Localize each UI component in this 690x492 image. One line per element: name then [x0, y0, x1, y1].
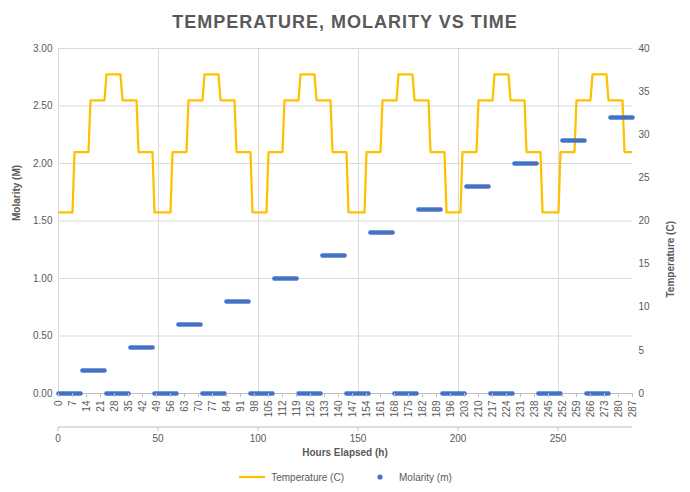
svg-text:175: 175 — [403, 400, 414, 417]
svg-text:154: 154 — [361, 400, 372, 417]
svg-text:140: 140 — [333, 400, 344, 417]
svg-text:168: 168 — [389, 400, 400, 417]
svg-text:40: 40 — [639, 43, 651, 54]
svg-text:189: 189 — [431, 400, 442, 417]
svg-text:98: 98 — [249, 400, 260, 412]
svg-text:3.00: 3.00 — [33, 43, 53, 54]
svg-text:259: 259 — [571, 400, 582, 417]
html-text:Temperature (C): Temperature (C) — [271, 471, 344, 483]
svg-text:30: 30 — [639, 129, 651, 140]
svg-text:210: 210 — [473, 400, 484, 417]
svg-text:35: 35 — [639, 86, 651, 97]
svg-text:0.00: 0.00 — [33, 388, 53, 399]
svg-text:77: 77 — [207, 400, 218, 412]
svg-text:245: 245 — [543, 400, 554, 417]
svg-text:0: 0 — [53, 400, 64, 406]
svg-text:50: 50 — [152, 433, 164, 444]
svg-text:250: 250 — [550, 433, 567, 444]
svg-text:15: 15 — [639, 258, 651, 269]
svg-text:238: 238 — [529, 400, 540, 417]
svg-text:91: 91 — [235, 400, 246, 412]
svg-text:231: 231 — [515, 400, 526, 417]
svg-text:63: 63 — [179, 400, 190, 412]
svg-text:25: 25 — [639, 172, 651, 183]
svg-text:100: 100 — [250, 433, 267, 444]
svg-text:0: 0 — [55, 433, 61, 444]
svg-text:21: 21 — [95, 400, 106, 412]
svg-text:224: 224 — [501, 400, 512, 417]
svg-text:150: 150 — [350, 433, 367, 444]
svg-text:2.00: 2.00 — [33, 158, 53, 169]
svg-text:161: 161 — [375, 400, 386, 417]
svg-text:287: 287 — [627, 400, 638, 417]
svg-text:112: 112 — [277, 400, 288, 416]
html-text:Molarity (m): Molarity (m) — [399, 471, 452, 483]
svg-text:Hours Elapsed (h): Hours Elapsed (h) — [302, 447, 388, 458]
svg-text:200: 200 — [450, 433, 467, 444]
svg-text:0: 0 — [639, 388, 645, 399]
svg-text:84: 84 — [221, 400, 232, 412]
svg-text:28: 28 — [109, 400, 120, 412]
svg-text:Molarity (M): Molarity (M) — [11, 165, 22, 221]
svg-text:273: 273 — [599, 400, 610, 417]
svg-text:252: 252 — [557, 400, 568, 417]
svg-text:56: 56 — [165, 400, 176, 412]
svg-text:49: 49 — [151, 400, 162, 412]
svg-text:35: 35 — [123, 400, 134, 412]
svg-text:217: 217 — [487, 400, 498, 417]
svg-text:14: 14 — [81, 400, 92, 412]
svg-text:203: 203 — [459, 400, 470, 417]
svg-text:280: 280 — [613, 400, 624, 417]
svg-text:42: 42 — [137, 400, 148, 412]
svg-text:133: 133 — [319, 400, 330, 417]
svg-text:1.50: 1.50 — [33, 215, 53, 226]
svg-text:2.50: 2.50 — [33, 100, 53, 111]
svg-text:119: 119 — [291, 400, 302, 416]
svg-text:10: 10 — [639, 301, 651, 312]
svg-text:266: 266 — [585, 400, 596, 417]
svg-text:Temperature (C): Temperature (C) — [665, 221, 676, 298]
svg-text:5: 5 — [639, 345, 645, 356]
svg-text:105: 105 — [263, 400, 274, 417]
svg-text:20: 20 — [639, 215, 651, 226]
svg-text:126: 126 — [305, 400, 316, 417]
svg-text:196: 196 — [445, 400, 456, 417]
svg-text:182: 182 — [417, 400, 428, 417]
svg-text:7: 7 — [67, 400, 78, 406]
svg-text:1.00: 1.00 — [33, 273, 53, 284]
html-text:TEMPERATURE, MOLARITY VS TIME: TEMPERATURE, MOLARITY VS TIME — [172, 12, 518, 32]
svg-text:70: 70 — [193, 400, 204, 412]
svg-text:0.50: 0.50 — [33, 330, 53, 341]
svg-text:147: 147 — [347, 400, 358, 417]
